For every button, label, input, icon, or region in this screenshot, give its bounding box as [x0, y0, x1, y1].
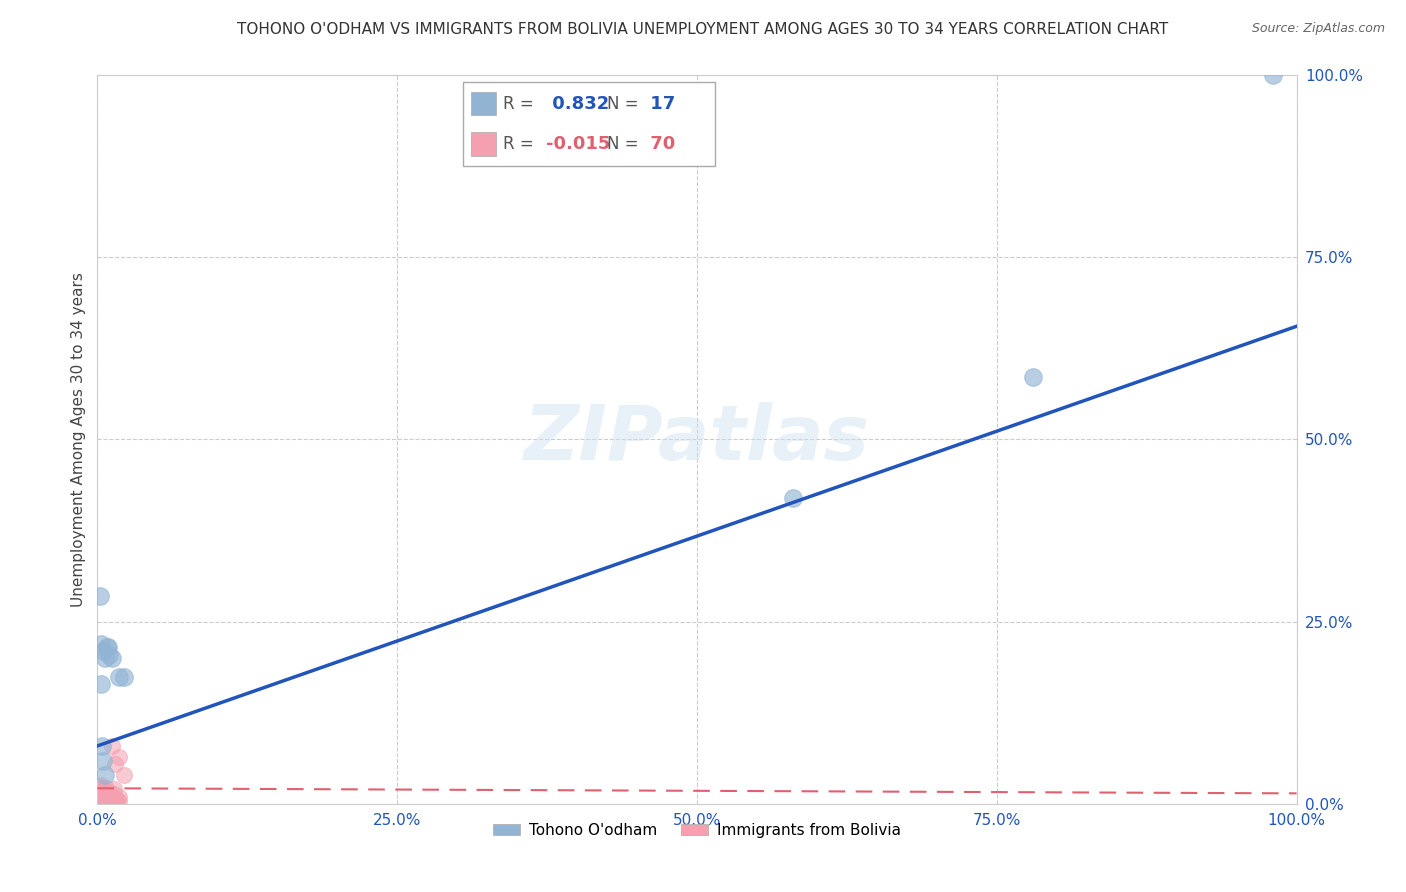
Point — [96, 794, 118, 808]
Point — [100, 651, 122, 665]
Point — [89, 796, 111, 810]
Point — [87, 795, 110, 809]
Point — [104, 794, 127, 808]
Point — [89, 590, 111, 604]
Point — [103, 792, 125, 806]
Point — [89, 780, 111, 795]
Point — [86, 794, 108, 808]
Point — [97, 640, 120, 655]
Point — [93, 792, 115, 806]
Point — [105, 797, 128, 811]
Point — [89, 793, 111, 807]
Point — [86, 796, 108, 810]
Point — [108, 789, 131, 804]
Text: Source: ZipAtlas.com: Source: ZipAtlas.com — [1251, 22, 1385, 36]
Point — [87, 791, 110, 805]
Point — [90, 778, 112, 792]
Point — [104, 796, 127, 810]
Point — [90, 637, 112, 651]
Point — [97, 794, 120, 808]
Point — [91, 794, 114, 808]
Point — [96, 640, 118, 655]
Point — [90, 793, 112, 807]
Point — [108, 750, 131, 764]
Point — [105, 793, 128, 807]
Point — [104, 757, 127, 772]
Point — [91, 781, 114, 796]
Point — [782, 491, 804, 505]
Point — [93, 768, 115, 782]
Point — [93, 644, 115, 658]
Point — [87, 786, 110, 800]
Point — [100, 793, 122, 807]
Point — [89, 789, 111, 804]
Point — [93, 651, 115, 665]
Point — [103, 790, 125, 805]
Point — [100, 796, 122, 810]
Point — [89, 796, 111, 810]
Point — [93, 792, 115, 806]
Point — [97, 794, 120, 808]
Point — [103, 796, 125, 810]
Legend: Tohono O'odham, Immigrants from Bolivia: Tohono O'odham, Immigrants from Bolivia — [486, 817, 907, 844]
Point — [108, 793, 131, 807]
Point — [87, 789, 110, 804]
Point — [87, 789, 110, 803]
Point — [91, 785, 114, 799]
Point — [90, 797, 112, 811]
Point — [100, 797, 122, 811]
Point — [101, 791, 124, 805]
Y-axis label: Unemployment Among Ages 30 to 34 years: Unemployment Among Ages 30 to 34 years — [72, 272, 86, 607]
Point — [1022, 370, 1045, 384]
Point — [103, 787, 125, 801]
Point — [89, 784, 111, 798]
Point — [91, 794, 114, 808]
Point — [89, 791, 111, 805]
Point — [87, 797, 110, 811]
Point — [112, 768, 135, 782]
Point — [104, 794, 127, 808]
Point — [96, 786, 118, 800]
Point — [87, 791, 110, 805]
Text: ZIPatlas: ZIPatlas — [524, 402, 870, 476]
Point — [89, 789, 111, 804]
Point — [94, 784, 117, 798]
Point — [94, 781, 117, 796]
Point — [90, 677, 112, 691]
Point — [103, 794, 125, 808]
Point — [108, 670, 131, 684]
Point — [100, 792, 122, 806]
Point — [94, 795, 117, 809]
Point — [90, 788, 112, 802]
Point — [93, 791, 115, 805]
Point — [91, 788, 114, 802]
Point — [90, 797, 112, 812]
Point — [89, 790, 111, 805]
Point — [98, 648, 121, 662]
Point — [96, 796, 118, 810]
Point — [90, 792, 112, 806]
Point — [91, 795, 114, 809]
Point — [93, 789, 115, 804]
Point — [91, 739, 114, 753]
Point — [93, 754, 115, 768]
Point — [87, 791, 110, 805]
Point — [112, 670, 135, 684]
Point — [1261, 68, 1284, 82]
Point — [97, 797, 120, 811]
Point — [103, 782, 125, 797]
Point — [100, 739, 122, 753]
Point — [97, 785, 120, 799]
Point — [91, 782, 114, 797]
Text: TOHONO O'ODHAM VS IMMIGRANTS FROM BOLIVIA UNEMPLOYMENT AMONG AGES 30 TO 34 YEARS: TOHONO O'ODHAM VS IMMIGRANTS FROM BOLIVI… — [238, 22, 1168, 37]
Point — [97, 795, 120, 809]
Point — [87, 793, 110, 807]
